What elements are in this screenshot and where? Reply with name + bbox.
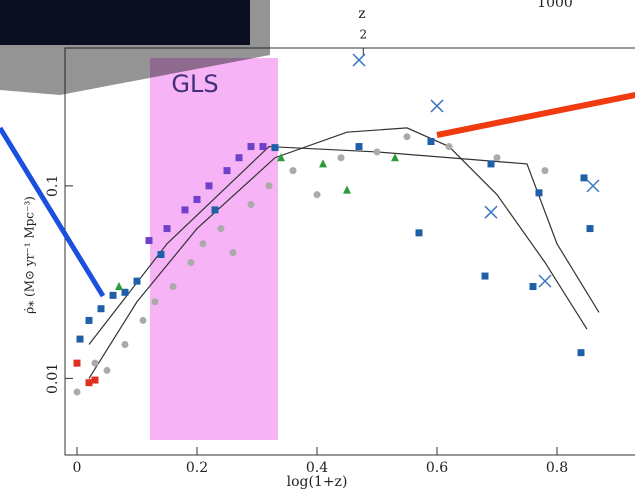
point xyxy=(121,340,129,348)
point xyxy=(259,143,267,151)
red-arrow xyxy=(436,91,635,138)
point xyxy=(493,154,501,162)
point xyxy=(541,167,549,175)
top-axis-label: z xyxy=(358,6,365,22)
y-tick-label: 0.1 xyxy=(45,175,61,197)
top-tick-label: 2 xyxy=(359,28,367,42)
point xyxy=(109,291,117,299)
point xyxy=(145,237,153,245)
point xyxy=(271,144,279,152)
point xyxy=(487,160,495,168)
x-tick-label: 0.8 xyxy=(546,460,568,476)
point xyxy=(235,154,243,162)
point xyxy=(199,240,207,248)
annotation: GLS xyxy=(171,70,218,98)
point xyxy=(481,272,489,280)
point xyxy=(169,283,177,291)
point xyxy=(277,153,285,162)
point xyxy=(85,316,93,324)
point xyxy=(343,185,351,194)
point xyxy=(355,143,363,151)
point xyxy=(289,167,297,175)
point xyxy=(121,288,129,296)
point xyxy=(247,143,255,151)
y-axis-label: ρ̇⁎ (M⊙ yr⁻¹ Mpc⁻³) xyxy=(23,196,37,314)
point xyxy=(223,167,231,175)
point xyxy=(151,298,159,306)
point xyxy=(205,182,213,190)
point xyxy=(430,99,444,113)
point xyxy=(115,282,123,291)
x-tick-label: 0 xyxy=(73,460,82,476)
point xyxy=(181,206,189,214)
point xyxy=(229,249,237,257)
image-shadow xyxy=(0,0,270,95)
point xyxy=(247,201,255,209)
point xyxy=(373,148,381,156)
plot-frame xyxy=(64,47,635,456)
point xyxy=(337,154,345,162)
point xyxy=(193,195,201,203)
point xyxy=(577,349,585,357)
point xyxy=(163,225,171,233)
point xyxy=(103,366,111,374)
star-image xyxy=(0,0,250,45)
point xyxy=(73,388,81,396)
point xyxy=(76,335,84,343)
point xyxy=(586,179,600,193)
point xyxy=(85,379,93,387)
x-axis-label: log(1+z) xyxy=(287,474,348,490)
point xyxy=(133,277,141,285)
x-tick-label: 0.6 xyxy=(426,460,448,476)
point xyxy=(580,174,588,182)
point xyxy=(187,258,195,266)
y-tick-label: 0.01 xyxy=(45,363,61,394)
point xyxy=(91,359,99,367)
point xyxy=(352,53,366,67)
point xyxy=(157,250,165,258)
point xyxy=(529,283,537,291)
point xyxy=(391,153,399,162)
x-tick-label: 0.2 xyxy=(186,460,208,476)
point xyxy=(91,376,99,384)
point xyxy=(139,316,147,324)
point xyxy=(445,143,453,151)
point xyxy=(97,305,105,313)
point xyxy=(535,189,543,197)
point xyxy=(265,182,273,190)
point xyxy=(403,133,411,141)
cropped-label: 1000 xyxy=(537,0,573,11)
model-curve xyxy=(88,127,588,379)
point xyxy=(73,359,81,367)
point xyxy=(313,191,321,199)
blue-arrow xyxy=(0,126,106,298)
point xyxy=(319,159,327,168)
point xyxy=(586,225,594,233)
x-tick-label: 0.4 xyxy=(306,460,328,476)
point xyxy=(217,225,225,233)
point xyxy=(538,274,552,288)
point xyxy=(415,229,423,237)
point xyxy=(211,206,219,214)
point xyxy=(427,137,435,145)
gls-band xyxy=(150,58,278,440)
point xyxy=(484,205,498,219)
